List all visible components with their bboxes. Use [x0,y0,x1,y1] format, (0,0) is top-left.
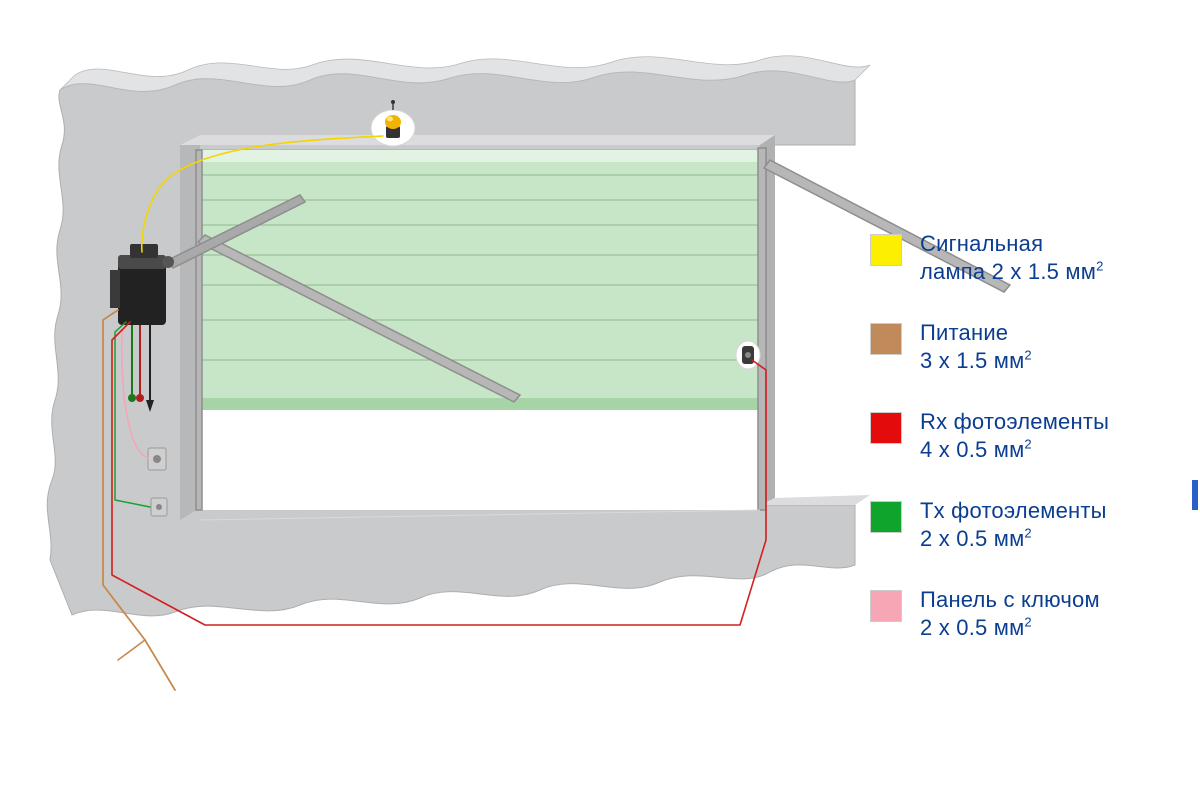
legend-line1: Питание [920,320,1008,345]
legend-sup: 2 [1024,347,1031,362]
legend-line2: лампа 2 x 1.5 мм [920,259,1096,284]
swatch-lamp [870,234,902,266]
swatch-key [870,590,902,622]
legend-item-lamp: Сигнальная лампа 2 x 1.5 мм2 [870,230,1190,285]
legend-line2: 2 x 0.5 мм [920,526,1024,551]
legend-text-rx: Rx фотоэлементы 4 x 0.5 мм2 [920,408,1109,463]
legend-sup: 2 [1024,614,1031,629]
legend-line2: 2 x 0.5 мм [920,615,1024,640]
header-reveal [180,135,775,145]
edge-marker [1192,480,1198,510]
swatch-rx [870,412,902,444]
legend-text-tx: Tx фотоэлементы 2 x 0.5 мм2 [920,497,1107,552]
legend-sup: 2 [1024,436,1031,451]
legend-line1: Tx фотоэлементы [920,498,1107,523]
sill-right-top [760,495,870,505]
legend-line2: 4 x 0.5 мм [920,437,1024,462]
legend-item-rx: Rx фотоэлементы 4 x 0.5 мм2 [870,408,1190,463]
photocell-right [736,341,760,369]
legend-text-power: Питание 3 x 1.5 мм2 [920,319,1032,374]
legend-line2: 3 x 1.5 мм [920,348,1024,373]
legend-line1: Сигнальная [920,231,1043,256]
legend-line1: Панель с ключом [920,587,1100,612]
swatch-power [870,323,902,355]
legend-sup: 2 [1024,525,1031,540]
wiring-legend: Сигнальная лампа 2 x 1.5 мм2 Питание 3 x… [870,230,1190,675]
legend-item-key: Панель с ключом 2 x 0.5 мм2 [870,586,1190,641]
swatch-tx [870,501,902,533]
legend-sup: 2 [1096,258,1103,273]
legend-line1: Rx фотоэлементы [920,409,1109,434]
legend-item-tx: Tx фотоэлементы 2 x 0.5 мм2 [870,497,1190,552]
legend-item-power: Питание 3 x 1.5 мм2 [870,319,1190,374]
legend-text-lamp: Сигнальная лампа 2 x 1.5 мм2 [920,230,1104,285]
legend-text-key: Панель с ключом 2 x 0.5 мм2 [920,586,1100,641]
